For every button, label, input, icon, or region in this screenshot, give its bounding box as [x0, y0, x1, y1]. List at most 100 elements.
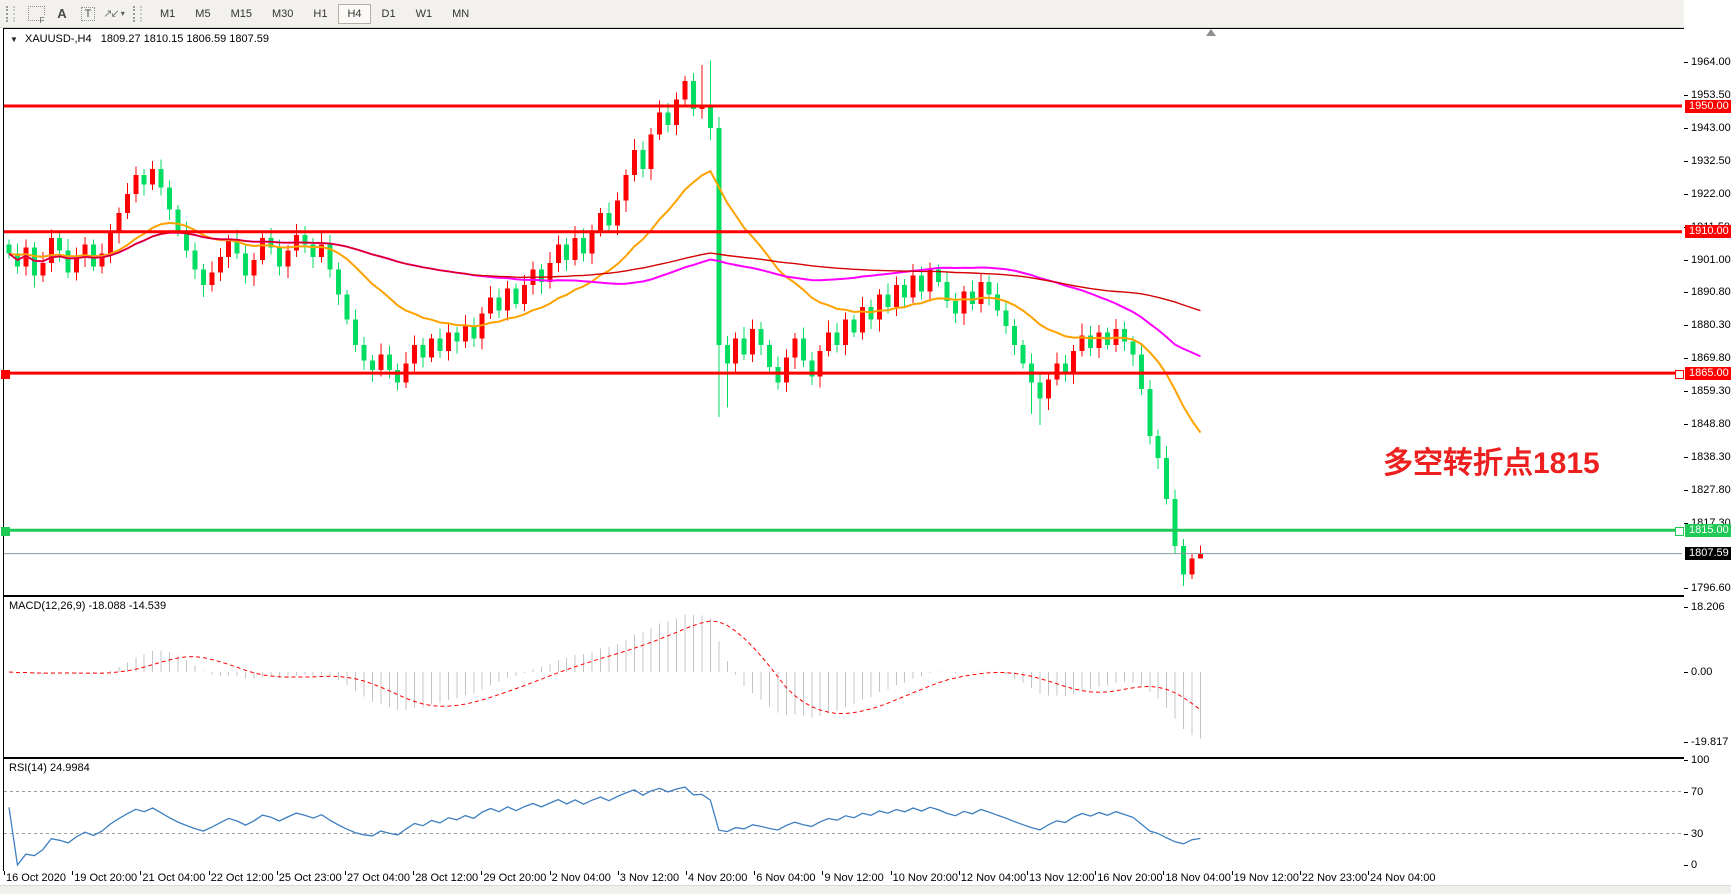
axis-tick: [1684, 95, 1688, 96]
price-axis[interactable]: 1964.001953.501943.001932.501922.001911.…: [1684, 0, 1731, 894]
rsi-pane: RSI(14) 24.9984: [3, 758, 1685, 873]
time-tick: [1095, 871, 1097, 875]
level-price-label: 1815.00: [1685, 523, 1731, 537]
toolbar-grip-icon[interactable]: [133, 5, 142, 22]
timeframe-button-m1[interactable]: M1: [160, 7, 176, 20]
axis-tick: [1684, 672, 1688, 673]
time-tick-label: 16 Nov 20:00: [1097, 872, 1163, 884]
candles-layer: [6, 60, 1203, 587]
symbol-dropdown-icon[interactable]: ▼: [10, 35, 18, 44]
grid-f-icon: F: [27, 6, 46, 25]
level-price-label: 1910.00: [1685, 225, 1731, 239]
time-tick: [890, 871, 892, 875]
timeframe-button-w1[interactable]: W1: [415, 7, 433, 20]
time-tick-label: 6 Nov 04:00: [756, 872, 816, 884]
line-handle[interactable]: [1, 526, 10, 536]
axis-tick-label: 1880.30: [1691, 319, 1731, 332]
macd-histogram: [16, 614, 1201, 739]
axis-tick: [1684, 194, 1688, 195]
arrows-tool-button[interactable]: ↗↙ ▾: [102, 3, 126, 25]
time-tick-label: 25 Oct 23:00: [278, 872, 342, 884]
textbox-tool-button[interactable]: T: [76, 3, 100, 25]
axis-tick-label: 0: [1691, 859, 1698, 871]
line-handle[interactable]: [1675, 369, 1684, 379]
time-tick: [549, 871, 551, 875]
time-tick: [754, 871, 756, 875]
text-label-icon: A: [57, 6, 67, 21]
axis-tick-label: 18.206: [1691, 601, 1725, 614]
time-tick: [208, 871, 210, 875]
axis-tick-label: 1869.80: [1691, 352, 1731, 365]
axis-tick: [1684, 760, 1688, 761]
time-tick-label: 16 Oct 2020: [6, 872, 66, 884]
timeframe-button-mn[interactable]: MN: [452, 7, 470, 20]
macd-label: MACD(12,26,9) -18.088 -14.539: [9, 600, 167, 612]
chart-shift-marker-icon[interactable]: [1206, 29, 1216, 36]
axis-tick-label: 1859.30: [1691, 385, 1731, 398]
toolbar: F A T ↗↙ ▾ M1 M5 M15 M30 H1 H4 D1 W1 MN: [0, 0, 1731, 28]
axis-tick: [1684, 607, 1688, 609]
timeframe-button-m30[interactable]: M30: [271, 7, 294, 20]
time-tick-label: 21 Oct 04:00: [142, 872, 206, 884]
text-label-tool-button[interactable]: A: [50, 3, 74, 25]
time-tick-label: 2 Nov 04:00: [551, 872, 611, 884]
time-tick: [1299, 871, 1301, 875]
time-tick-label: 24 Nov 04:00: [1370, 872, 1436, 884]
line-handle[interactable]: [1675, 526, 1684, 536]
axis-tick: [1684, 424, 1688, 426]
time-tick-label: 19 Oct 20:00: [74, 872, 138, 884]
time-tick: [140, 871, 142, 875]
time-tick-label: 10 Nov 20:00: [892, 872, 959, 884]
axis-tick: [1684, 457, 1688, 459]
chart-title: ▼ XAUUSD-,H4 1809.27 1810.15 1806.59 180…: [10, 33, 269, 45]
time-tick: [481, 871, 483, 875]
time-tick: [958, 871, 960, 875]
axis-tick-label: 1932.50: [1691, 155, 1731, 167]
timeframe-button-m15[interactable]: M15: [230, 7, 252, 20]
toolbar-grip-icon[interactable]: [6, 5, 15, 22]
ohlc-values: 1809.27 1810.15 1806.59 1807.59: [100, 33, 270, 45]
axis-tick: [1684, 161, 1688, 162]
time-axis[interactable]: 16 Oct 2020 19 Oct 20:00 21 Oct 04:00 22 Oc…: [0, 871, 1731, 884]
time-tick: [276, 871, 278, 875]
axis-tick: [1684, 62, 1688, 63]
axis-tick: [1684, 791, 1688, 793]
time-tick-label: 19 Nov 12:00: [1233, 872, 1300, 884]
time-tick: [345, 871, 346, 875]
axis-tick-label: 0.00: [1691, 666, 1713, 678]
time-tick: [1368, 871, 1369, 875]
axis-tick: [1684, 128, 1688, 129]
timeframe-button-m5[interactable]: M5: [195, 7, 211, 20]
time-tick-label: 29 Oct 20:00: [483, 872, 547, 884]
axis-tick-label: 1953.50: [1691, 89, 1731, 101]
axis-tick: [1684, 358, 1688, 360]
time-tick-label: 27 Oct 04:00: [347, 872, 410, 884]
textbox-icon: T: [80, 6, 96, 21]
timeframe-button-h4[interactable]: H4: [338, 3, 371, 24]
axis-tick: [1684, 833, 1688, 835]
chart-text-annotation[interactable]: 多空转折点1815: [1383, 447, 1600, 480]
axis-tick-label: 1943.00: [1691, 122, 1731, 134]
time-tick: [413, 871, 415, 875]
grid-f-tool-button[interactable]: F: [24, 3, 48, 25]
macd-plot: [8, 614, 1201, 739]
time-tick-label: 13 Nov 12:00: [1029, 872, 1095, 884]
time-tick: [4, 871, 5, 875]
timeframe-button-d1[interactable]: D1: [381, 7, 396, 20]
rsi-label: RSI(14) 24.9984: [9, 762, 90, 774]
time-tick-label: 18 Nov 04:00: [1165, 872, 1231, 884]
axis-tick: [1684, 490, 1688, 492]
line-handle[interactable]: [1, 369, 10, 379]
time-tick-label: 4 Nov 20:00: [688, 872, 748, 884]
time-tick: [822, 871, 824, 875]
price-plot: [4, 60, 1682, 587]
macd-signal-line: [8, 620, 1201, 714]
dropdown-caret-icon: ▾: [120, 9, 125, 18]
axis-tick-label: 1848.80: [1691, 418, 1731, 431]
time-tick: [617, 871, 619, 875]
timeframe-button-h1[interactable]: H1: [313, 7, 328, 20]
time-tick: [686, 871, 687, 875]
axis-tick: [1684, 865, 1688, 866]
rsi-line: [8, 786, 1201, 867]
